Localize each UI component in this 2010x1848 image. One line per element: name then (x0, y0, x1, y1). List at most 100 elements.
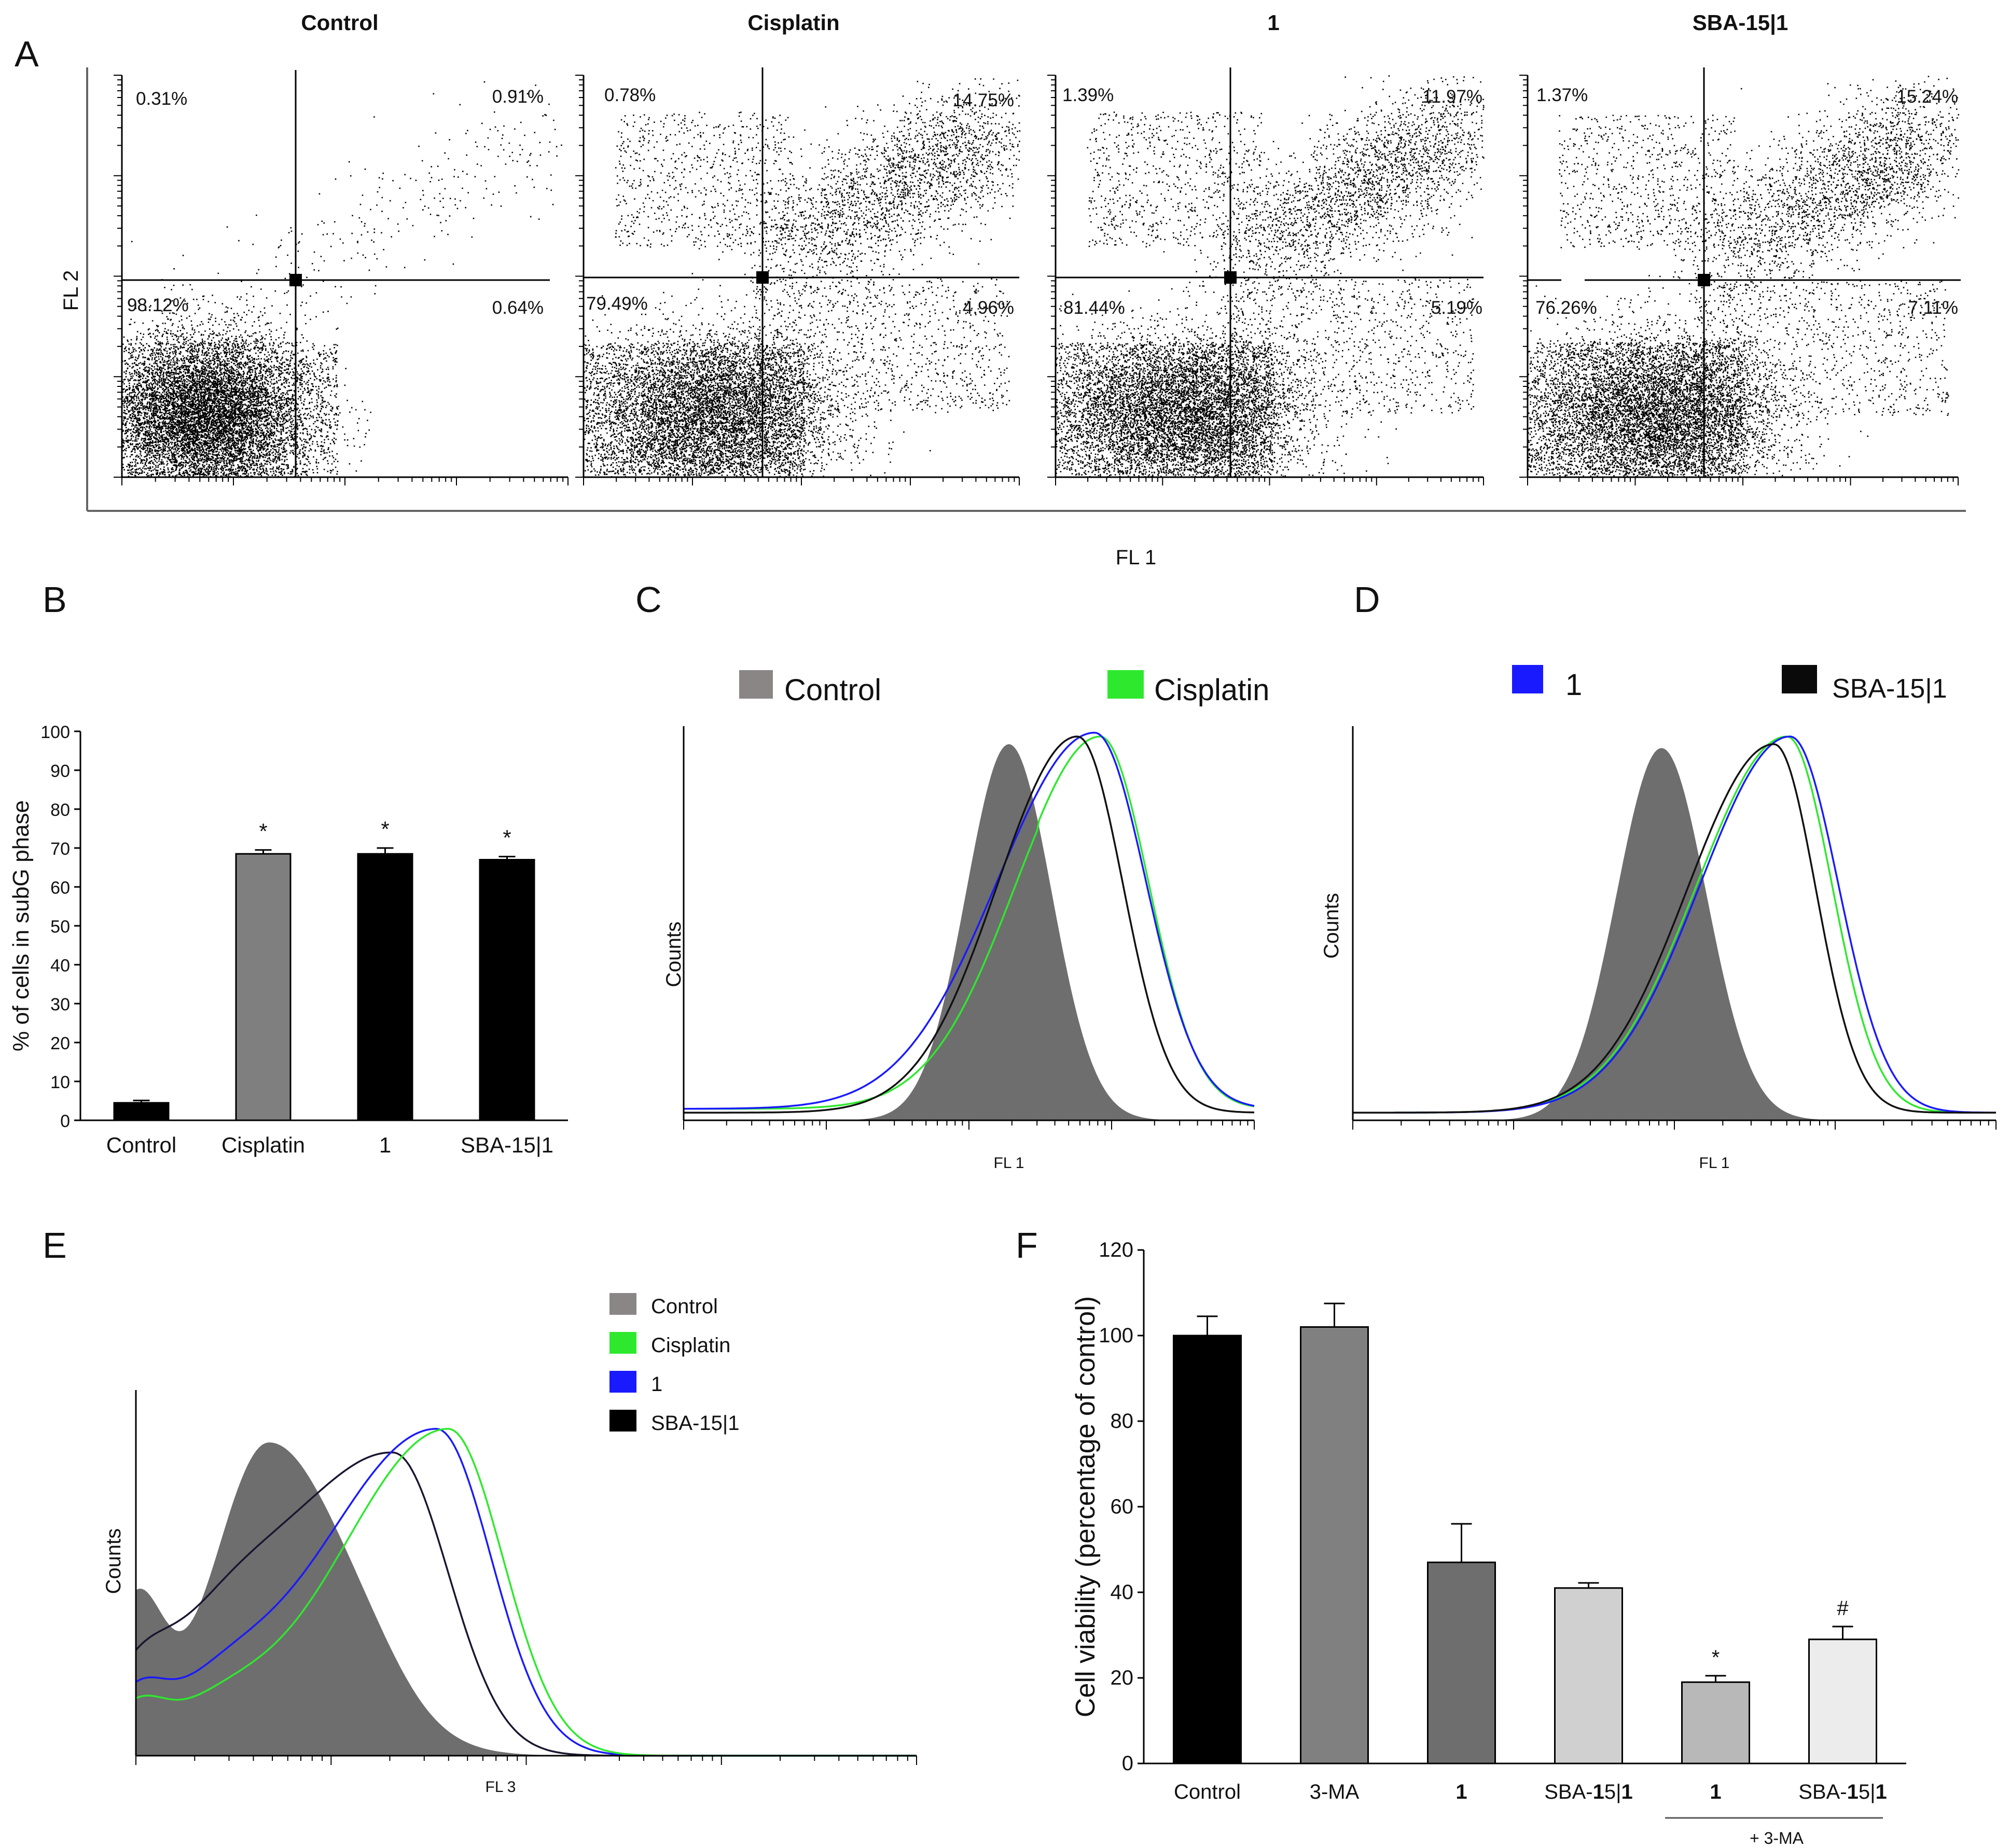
category-label: Control (106, 1133, 176, 1157)
legend-label-sba15: SBA-15|1 (651, 1412, 740, 1435)
bar (1300, 1326, 1369, 1764)
scatter-dots-cisplatin (575, 75, 1021, 485)
category-label: SBA-15|1 (461, 1133, 553, 1157)
y-axis-label: % of cells in subG phase (8, 800, 34, 1051)
histogram-c-ylabel: Counts (662, 922, 685, 988)
scatter-dots-control (114, 75, 569, 485)
quadrant-ur: 14.75% (952, 90, 1014, 110)
legend-swatch-sba15 (1782, 665, 1817, 693)
y-tick-label: 20 (50, 1034, 70, 1053)
bar (1681, 1681, 1750, 1764)
scatter-plot-1: 1 1.39% 11.97% 81.44% 5.19% (1047, 10, 1485, 485)
scatter-title-cisplatin: Cisplatin (747, 10, 839, 35)
quadrant-lr: 0.64% (492, 298, 544, 318)
legend-label-control: Control (651, 1295, 718, 1318)
y-tick-label: 40 (1111, 1581, 1134, 1604)
histogram-d-xlabel: FL 1 (1699, 1155, 1730, 1172)
y-tick-label: 100 (1099, 1324, 1133, 1347)
y-tick-label: 60 (1111, 1495, 1134, 1518)
legend-d: 1 SBA-15|1 (1512, 665, 1947, 704)
bar-chart-subg: 0 10 20 30 40 50 60 70 80 90 100 Control * Cisplatin *… (8, 722, 568, 1157)
quadrant-center-marker (1698, 274, 1710, 286)
significance-marker: * (503, 826, 511, 850)
legend-label-cisplatin: Cisplatin (1154, 673, 1269, 707)
panel-label-a: A (15, 34, 39, 74)
axis-ticks (114, 75, 569, 485)
histogram-d (1352, 726, 1997, 1130)
quadrant-lr: 4.96% (963, 298, 1014, 318)
scatter-points (1528, 76, 1960, 478)
bar (357, 853, 413, 1121)
significance-marker: # (1837, 1597, 1849, 1620)
quadrant-ul: 0.31% (136, 89, 187, 109)
bar (1554, 1587, 1623, 1764)
axis-ticks (1519, 75, 1959, 485)
curve-sba15 (684, 735, 1255, 1114)
quadrant-ll: 81.44% (1063, 298, 1125, 318)
curve-1 (684, 731, 1255, 1110)
y-tick-label: 80 (50, 800, 70, 820)
legend-label-cisplatin: Cisplatin (651, 1334, 730, 1357)
y-tick-label: 10 (50, 1073, 70, 1092)
y-tick-label: 50 (50, 917, 70, 937)
y-tick-label: 80 (1111, 1410, 1134, 1433)
legend-c: Control Cisplatin (739, 670, 1269, 707)
y-tick-label: 60 (50, 878, 70, 898)
legend-label-1: 1 (651, 1373, 662, 1396)
panel-a-xlabel: FL 1 (1116, 546, 1157, 569)
quadrant-center-marker (1224, 271, 1237, 284)
legend-swatch-sba15 (609, 1410, 636, 1432)
scatter-plot-control: Control 0.31% 0.91% 98.12% 0.64% (114, 10, 569, 485)
bar (113, 1102, 170, 1121)
axis-ticks (1047, 75, 1484, 485)
y-tick-label: 0 (60, 1111, 70, 1131)
bar (235, 853, 292, 1121)
histogram-fill-control (684, 744, 1254, 1120)
legend-swatch-1 (1512, 665, 1543, 693)
bar (1808, 1638, 1877, 1764)
legend-swatch-control (609, 1293, 636, 1315)
bar (479, 859, 535, 1121)
bar (1427, 1561, 1496, 1764)
category-label: 1 (1710, 1781, 1721, 1803)
quadrant-center-marker (756, 271, 769, 284)
quadrant-ll: 76.26% (1535, 298, 1597, 318)
histogram-d-ylabel: Counts (1320, 893, 1343, 959)
quadrant-ul: 1.39% (1062, 85, 1114, 105)
legend-swatch-control (739, 670, 773, 699)
category-label: Cisplatin (221, 1133, 305, 1157)
legend-swatch-cisplatin (609, 1332, 636, 1354)
quadrant-ur: 11.97% (1422, 87, 1482, 107)
scatter-points (584, 78, 1021, 478)
scatter-plot-sba15: SBA-15|1 1.37% 15.24% 76.26% 7.11% (1519, 10, 1961, 485)
y-tick-label: 40 (50, 956, 70, 976)
histogram-e (135, 1390, 917, 1765)
bar-chart-viability: 0 20 40 60 80 100 120 Control 3-MA 1 SBA-15|1 * 1 # SB… (1071, 1239, 1906, 1847)
scatter-points (122, 81, 562, 478)
panel-label-d: D (1354, 579, 1380, 620)
quadrant-ll: 79.49% (586, 294, 648, 314)
panel-label-e: E (43, 1225, 67, 1266)
significance-marker: * (381, 817, 389, 841)
quadrant-center-marker (289, 274, 302, 286)
quadrant-ll: 98.12% (127, 295, 189, 315)
category-label: 1 (1455, 1781, 1467, 1803)
scatter-plot-cisplatin: Cisplatin 0.78% 14.75% 79.49% 4.96% (575, 10, 1021, 485)
y-tick-label: 100 (40, 722, 70, 742)
quadrant-lr: 5.19% (1431, 298, 1482, 318)
axis-ticks (575, 75, 1020, 485)
panel-label-f: F (1016, 1225, 1038, 1266)
scatter-dots-sba15 (1519, 75, 1960, 485)
significance-marker: * (1712, 1646, 1720, 1669)
scatter-points (1056, 75, 1485, 478)
quadrant-ul: 0.78% (604, 85, 656, 105)
category-label: 1 (379, 1133, 391, 1157)
scatter-title-control: Control (301, 10, 378, 35)
panel-label-b: B (43, 579, 67, 620)
legend-e: Control Cisplatin 1 SBA-15|1 (609, 1293, 740, 1435)
legend-swatch-cisplatin (1107, 670, 1144, 699)
histogram-fill-control (136, 1442, 917, 1756)
y-axis-label: Cell viability (percentage of control) (1071, 1296, 1101, 1717)
x-ticks (1352, 1120, 1997, 1130)
